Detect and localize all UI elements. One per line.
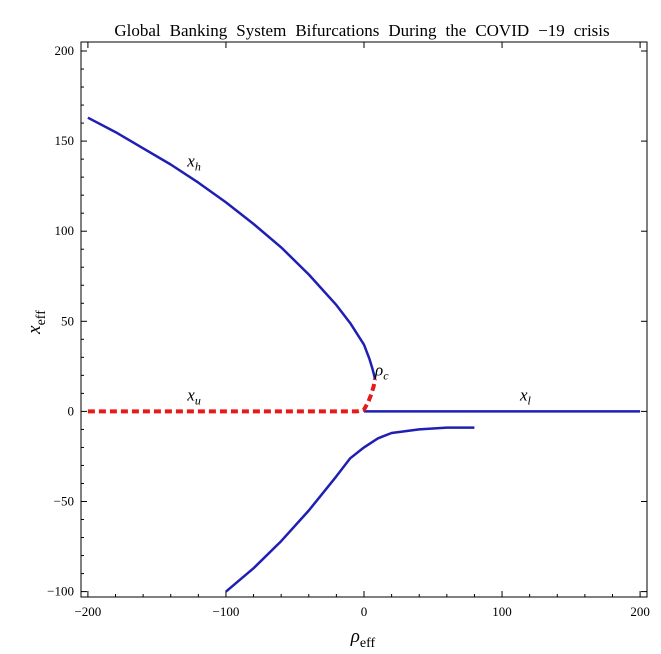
series-x-h [87,116,377,380]
x-tick-label: −200 [74,604,101,619]
annotation-ρ-c: ρc [374,360,389,382]
x-tick-label: −100 [213,604,240,619]
title-word: Banking [170,21,228,40]
data-series [87,116,641,593]
y-tick-label: 50 [61,313,74,328]
annotation-x-l: xl [519,386,532,408]
x-tick-label: 0 [361,604,368,619]
y-axis-label-sub: eff [34,310,49,326]
annotation-x-h: xh [186,151,201,173]
chart-title: Global Banking System Bifurcations During the… [114,21,609,40]
annotations: xh xu xl ρc [186,151,531,407]
title-word: Bifurcations [295,21,379,40]
series-lower-branch [225,426,475,593]
series-x-u [87,378,377,414]
y-tick-label: −50 [54,493,74,508]
title-word: crisis [574,21,610,40]
y-tick-label: 0 [68,403,75,418]
y-axis-label: xeff [24,310,49,335]
y-tick-label: 100 [55,223,75,238]
title-word: −19 [538,21,565,40]
title-word: Global [114,21,161,40]
plot-frame [80,41,648,598]
x-tick-label: 200 [630,604,650,619]
title-word: the [446,21,467,40]
x-axis-label-sub: eff [360,636,376,651]
title-word: COVID [475,21,529,40]
y-axis-label-main: x [24,325,45,335]
annotation-x-u: xu [186,386,201,408]
x-axis-label-main: ρ [350,626,360,647]
y-tick-label: 150 [55,133,75,148]
x-tick-label: 100 [492,604,512,619]
x-axis-label: ρeff [350,626,376,651]
y-tick-label: 200 [55,43,75,58]
y-tick-label: −100 [47,584,74,599]
title-word: System [236,21,286,40]
title-word: During [388,21,437,40]
